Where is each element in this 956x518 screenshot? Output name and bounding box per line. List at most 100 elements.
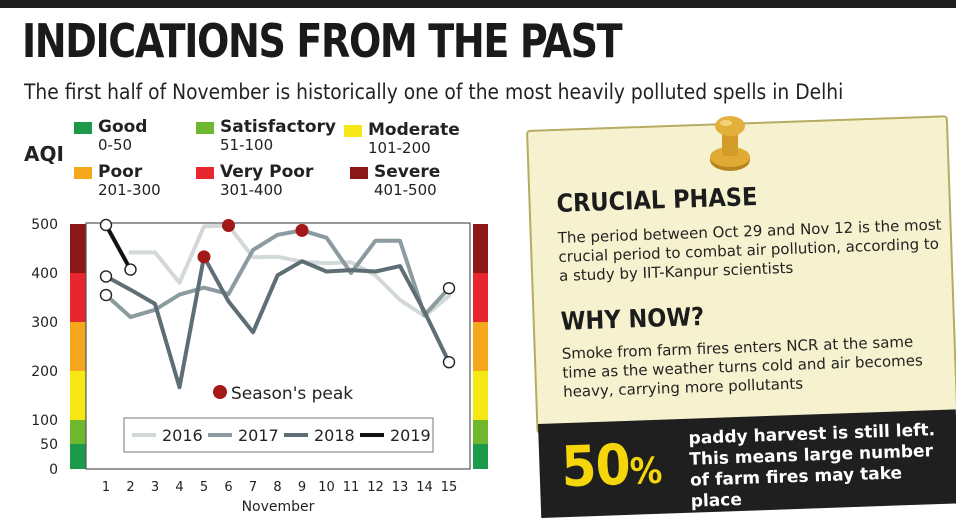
endpoint-marker	[99, 218, 113, 232]
series-legend: 2016 2017 2018 2019	[123, 417, 434, 453]
aqi-band-left-3	[70, 322, 86, 371]
page-title: INDICATIONS FROM THE PAST	[22, 14, 623, 68]
legend-satisfactory-range: 51-100	[220, 136, 274, 154]
endpoint-marker	[124, 263, 137, 276]
legend-severe: Severe 401-500	[350, 162, 441, 199]
aqi-band-right-5	[473, 224, 488, 273]
x-tick-label: 2	[126, 480, 134, 495]
season-peak-marker	[197, 250, 211, 264]
aqi-band-left-2	[70, 371, 86, 420]
series-legend-label-2018: 2018	[314, 426, 355, 445]
aqi-label: AQI	[24, 142, 64, 166]
x-tick-label: 6	[224, 480, 232, 495]
y-tick-label: 0	[49, 462, 58, 478]
point-markers	[99, 218, 456, 369]
x-tick-label: 13	[392, 480, 409, 495]
y-tick-label: 100	[31, 413, 58, 429]
stat-value: 50	[560, 432, 631, 501]
plot-frame	[85, 222, 471, 470]
stat-text: paddy harvest is still left. This means …	[688, 420, 936, 512]
y-tick-label: 500	[31, 217, 58, 233]
aqi-band-right-2	[473, 371, 488, 420]
legend-good-swatch	[74, 122, 92, 134]
series-line-2018	[104, 254, 451, 390]
legend-poor-swatch	[74, 167, 92, 179]
x-tick-label: 9	[298, 480, 306, 495]
endpoint-marker	[442, 355, 456, 369]
callout-heading-crucial: CRUCIAL PHASE	[556, 181, 758, 218]
x-tick-label: 12	[367, 480, 384, 495]
legend-very-poor-swatch	[196, 167, 214, 179]
series-line-2017	[104, 228, 451, 320]
aqi-band-right-4	[473, 273, 488, 322]
legend-satisfactory-swatch	[196, 122, 214, 134]
series-legend-label-2016: 2016	[162, 426, 203, 445]
y-axis-ticks: 0 50 100 200 300 400 500	[31, 217, 58, 478]
y-tick-label: 50	[40, 437, 58, 453]
stat-percentage: 50%	[560, 432, 662, 500]
aqi-band-right-1	[473, 420, 488, 444]
y-tick-label: 300	[31, 315, 58, 331]
chart-annotation: Season's peak	[213, 384, 353, 404]
legend-good-name: Good	[98, 117, 148, 137]
page-subtitle: The first half of November is historical…	[24, 80, 844, 104]
legend-satisfactory-name: Satisfactory	[220, 117, 337, 137]
aqi-band-right-3	[473, 322, 488, 371]
y-tick-label: 200	[31, 364, 58, 380]
legend-moderate-swatch	[344, 125, 362, 137]
series-lines	[104, 223, 451, 390]
legend-very-poor-range: 301-400	[220, 181, 283, 199]
legend-moderate-name: Moderate	[368, 120, 460, 140]
legend-moderate: Moderate 101-200	[344, 120, 460, 157]
top-bar	[0, 0, 956, 8]
x-tick-label: 1	[102, 480, 110, 495]
x-tick-label: 10	[318, 480, 335, 495]
x-tick-label: 8	[273, 480, 281, 495]
legend-very-poor-name: Very Poor	[220, 162, 314, 182]
legend-poor: Poor 201-300	[74, 162, 161, 199]
series-legend-label-2019: 2019	[390, 426, 431, 445]
aqi-band-left-0	[70, 444, 86, 469]
legend-poor-range: 201-300	[98, 181, 161, 199]
legend-moderate-range: 101-200	[368, 139, 431, 157]
y-tick-label: 400	[31, 266, 58, 282]
legend-good: Good 0-50	[74, 117, 148, 154]
season-peak-marker	[222, 218, 235, 232]
legend-severe-range: 401-500	[374, 181, 437, 199]
series-line-2016	[128, 223, 451, 319]
callout-heading-why: WHY NOW?	[560, 301, 705, 336]
series-line-2019	[104, 223, 133, 272]
stat-unit: %	[629, 450, 663, 493]
callout-text-why: Smoke from farm fires enters NCR at the …	[561, 332, 924, 401]
x-axis-label: November	[242, 499, 315, 515]
legend-very-poor: Very Poor 301-400	[196, 162, 314, 199]
legend-severe-name: Severe	[374, 162, 441, 182]
x-tick-label: 3	[151, 480, 159, 495]
stat-box: 50% paddy harvest is still left. This me…	[538, 409, 956, 518]
legend-satisfactory: Satisfactory 51-100	[196, 117, 337, 154]
aqi-color-bands	[70, 224, 488, 469]
x-tick-label: 14	[416, 480, 433, 495]
legend-good-range: 0-50	[98, 136, 133, 154]
endpoint-marker	[99, 270, 113, 283]
endpoint-marker	[99, 288, 113, 302]
x-tick-label: 5	[200, 480, 208, 495]
x-axis-ticks: 1 2 3 4 5 6 7 8 9 10 11 12 13 14 15	[102, 480, 457, 495]
legend-poor-name: Poor	[98, 162, 143, 182]
endpoint-marker	[442, 281, 456, 295]
aqi-band-right-0	[473, 444, 488, 469]
callout-text-crucial: The period between Oct 29 and Nov 12 is …	[557, 215, 942, 285]
aqi-band-left-1	[70, 420, 86, 444]
x-tick-label: 11	[343, 480, 360, 495]
x-tick-label: 7	[249, 480, 257, 495]
aqi-band-left-5	[70, 224, 86, 273]
aqi-band-left-4	[70, 273, 86, 322]
season-peak-label: Season's peak	[231, 384, 353, 404]
pushpin-icon	[710, 116, 750, 171]
x-tick-label: 15	[441, 480, 458, 495]
legend-severe-swatch	[350, 167, 368, 179]
season-peak-legend-dot	[213, 385, 227, 399]
season-peak-marker	[295, 223, 309, 237]
series-legend-label-2017: 2017	[238, 426, 279, 445]
